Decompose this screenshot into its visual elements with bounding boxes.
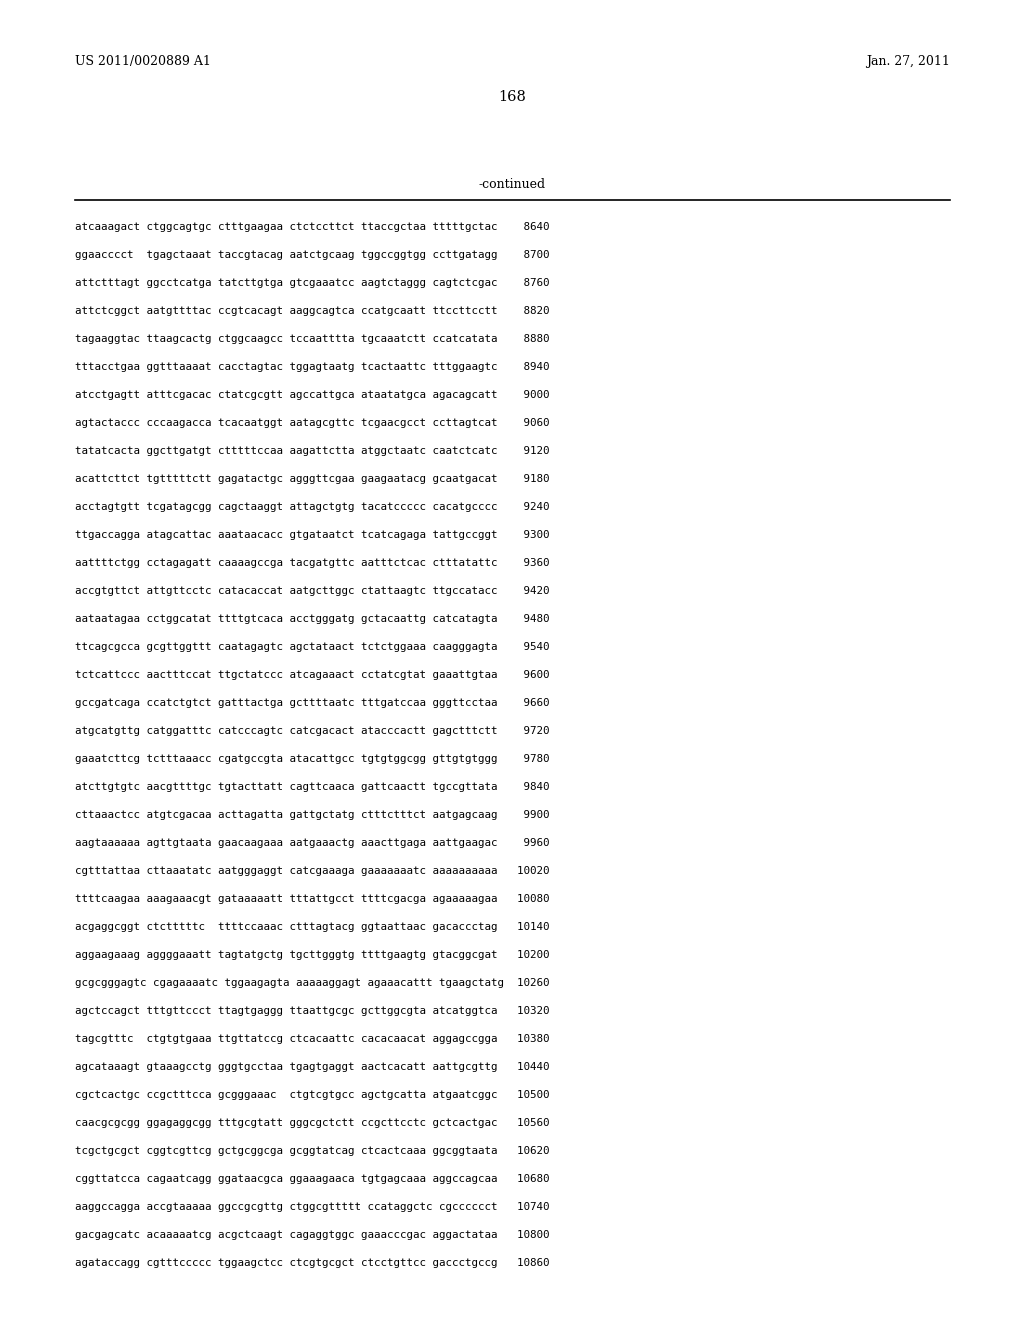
Text: gcgcgggagtc cgagaaaatc tggaagagta aaaaaggagt agaaacattt tgaagctatg  10260: gcgcgggagtc cgagaaaatc tggaagagta aaaaag… bbox=[75, 978, 550, 987]
Text: -continued: -continued bbox=[478, 178, 546, 191]
Text: aattttctgg cctagagatt caaaagccga tacgatgttc aatttctcac ctttatattc    9360: aattttctgg cctagagatt caaaagccga tacgatg… bbox=[75, 558, 550, 568]
Text: atcaaagact ctggcagtgc ctttgaagaa ctctccttct ttaccgctaa tttttgctac    8640: atcaaagact ctggcagtgc ctttgaagaa ctctcct… bbox=[75, 222, 550, 232]
Text: accgtgttct attgttcctc catacaccat aatgcttggc ctattaagtc ttgccatacc    9420: accgtgttct attgttcctc catacaccat aatgctt… bbox=[75, 586, 550, 597]
Text: 168: 168 bbox=[498, 90, 526, 104]
Text: US 2011/0020889 A1: US 2011/0020889 A1 bbox=[75, 55, 211, 69]
Text: aagtaaaaaa agttgtaata gaacaagaaa aatgaaactg aaacttgaga aattgaagac    9960: aagtaaaaaa agttgtaata gaacaagaaa aatgaaa… bbox=[75, 838, 550, 847]
Text: agcataaagt gtaaagcctg gggtgcctaa tgagtgaggt aactcacatt aattgcgttg   10440: agcataaagt gtaaagcctg gggtgcctaa tgagtga… bbox=[75, 1063, 550, 1072]
Text: agtactaccc cccaagacca tcacaatggt aatagcgttc tcgaacgcct ccttagtcat    9060: agtactaccc cccaagacca tcacaatggt aatagcg… bbox=[75, 418, 550, 428]
Text: attctcggct aatgttttac ccgtcacagt aaggcagtca ccatgcaatt ttccttcctt    8820: attctcggct aatgttttac ccgtcacagt aaggcag… bbox=[75, 306, 550, 315]
Text: atcctgagtt atttcgacac ctatcgcgtt agccattgca ataatatgca agacagcatt    9000: atcctgagtt atttcgacac ctatcgcgtt agccatt… bbox=[75, 389, 550, 400]
Text: caacgcgcgg ggagaggcgg tttgcgtatt gggcgctctt ccgcttcctc gctcactgac   10560: caacgcgcgg ggagaggcgg tttgcgtatt gggcgct… bbox=[75, 1118, 550, 1129]
Text: cggttatcca cagaatcagg ggataacgca ggaaagaaca tgtgagcaaa aggccagcaa   10680: cggttatcca cagaatcagg ggataacgca ggaaaga… bbox=[75, 1173, 550, 1184]
Text: gccgatcaga ccatctgtct gatttactga gcttttaatc tttgatccaa gggttcctaa    9660: gccgatcaga ccatctgtct gatttactga gctttta… bbox=[75, 698, 550, 708]
Text: ttttcaagaa aaagaaacgt gataaaaatt tttattgcct ttttcgacga agaaaaagaa   10080: ttttcaagaa aaagaaacgt gataaaaatt tttattg… bbox=[75, 894, 550, 904]
Text: gacgagcatc acaaaaatcg acgctcaagt cagaggtggc gaaacccgac aggactataa   10800: gacgagcatc acaaaaatcg acgctcaagt cagaggt… bbox=[75, 1230, 550, 1239]
Text: acattcttct tgtttttctt gagatactgc agggttcgaa gaagaatacg gcaatgacat    9180: acattcttct tgtttttctt gagatactgc agggttc… bbox=[75, 474, 550, 484]
Text: ttcagcgcca gcgttggttt caatagagtc agctataact tctctggaaa caagggagta    9540: ttcagcgcca gcgttggttt caatagagtc agctata… bbox=[75, 642, 550, 652]
Text: tatatcacta ggcttgatgt ctttttccaa aagattctta atggctaatc caatctcatc    9120: tatatcacta ggcttgatgt ctttttccaa aagattc… bbox=[75, 446, 550, 455]
Text: atcttgtgtc aacgttttgc tgtacttatt cagttcaaca gattcaactt tgccgttata    9840: atcttgtgtc aacgttttgc tgtacttatt cagttca… bbox=[75, 781, 550, 792]
Text: acgaggcggt ctctttttc  ttttccaaac ctttagtacg ggtaattaac gacaccctag   10140: acgaggcggt ctctttttc ttttccaaac ctttagta… bbox=[75, 921, 550, 932]
Text: cgtttattaa cttaaatatc aatgggaggt catcgaaaga gaaaaaaatc aaaaaaaaaa   10020: cgtttattaa cttaaatatc aatgggaggt catcgaa… bbox=[75, 866, 550, 876]
Text: attctttagt ggcctcatga tatcttgtga gtcgaaatcc aagtctaggg cagtctcgac    8760: attctttagt ggcctcatga tatcttgtga gtcgaaa… bbox=[75, 279, 550, 288]
Text: aggaagaaag aggggaaatt tagtatgctg tgcttgggtg ttttgaagtg gtacggcgat   10200: aggaagaaag aggggaaatt tagtatgctg tgcttgg… bbox=[75, 950, 550, 960]
Text: aataatagaa cctggcatat ttttgtcaca acctgggatg gctacaattg catcatagta    9480: aataatagaa cctggcatat ttttgtcaca acctggg… bbox=[75, 614, 550, 624]
Text: agataccagg cgtttccccc tggaagctcc ctcgtgcgct ctcctgttcc gaccctgccg   10860: agataccagg cgtttccccc tggaagctcc ctcgtgc… bbox=[75, 1258, 550, 1269]
Text: ttgaccagga atagcattac aaataacacc gtgataatct tcatcagaga tattgccggt    9300: ttgaccagga atagcattac aaataacacc gtgataa… bbox=[75, 531, 550, 540]
Text: acctagtgtt tcgatagcgg cagctaaggt attagctgtg tacatccccc cacatgcccc    9240: acctagtgtt tcgatagcgg cagctaaggt attagct… bbox=[75, 502, 550, 512]
Text: atgcatgttg catggatttc catcccagtc catcgacact atacccactt gagctttctt    9720: atgcatgttg catggatttc catcccagtc catcgac… bbox=[75, 726, 550, 737]
Text: Jan. 27, 2011: Jan. 27, 2011 bbox=[866, 55, 950, 69]
Text: ggaacccct  tgagctaaat taccgtacag aatctgcaag tggccggtgg ccttgatagg    8700: ggaacccct tgagctaaat taccgtacag aatctgca… bbox=[75, 249, 550, 260]
Text: cgctcactgc ccgctttcca gcgggaaac  ctgtcgtgcc agctgcatta atgaatcggc   10500: cgctcactgc ccgctttcca gcgggaaac ctgtcgtg… bbox=[75, 1090, 550, 1100]
Text: tagaaggtac ttaagcactg ctggcaagcc tccaatttta tgcaaatctt ccatcatata    8880: tagaaggtac ttaagcactg ctggcaagcc tccaatt… bbox=[75, 334, 550, 345]
Text: cttaaactcc atgtcgacaa acttagatta gattgctatg ctttctttct aatgagcaag    9900: cttaaactcc atgtcgacaa acttagatta gattgct… bbox=[75, 810, 550, 820]
Text: tctcattccc aactttccat ttgctatccc atcagaaact cctatcgtat gaaattgtaa    9600: tctcattccc aactttccat ttgctatccc atcagaa… bbox=[75, 671, 550, 680]
Text: tttacctgaa ggtttaaaat cacctagtac tggagtaatg tcactaattc tttggaagtc    8940: tttacctgaa ggtttaaaat cacctagtac tggagta… bbox=[75, 362, 550, 372]
Text: gaaatcttcg tctttaaacc cgatgccgta atacattgcc tgtgtggcgg gttgtgtggg    9780: gaaatcttcg tctttaaacc cgatgccgta atacatt… bbox=[75, 754, 550, 764]
Text: tcgctgcgct cggtcgttcg gctgcggcga gcggtatcag ctcactcaaa ggcggtaata   10620: tcgctgcgct cggtcgttcg gctgcggcga gcggtat… bbox=[75, 1146, 550, 1156]
Text: tagcgtttc  ctgtgtgaaa ttgttatccg ctcacaattc cacacaacat aggagccgga   10380: tagcgtttc ctgtgtgaaa ttgttatccg ctcacaat… bbox=[75, 1034, 550, 1044]
Text: agctccagct tttgttccct ttagtgaggg ttaattgcgc gcttggcgta atcatggtca   10320: agctccagct tttgttccct ttagtgaggg ttaattg… bbox=[75, 1006, 550, 1016]
Text: aaggccagga accgtaaaaa ggccgcgttg ctggcgttttt ccataggctc cgcccccct   10740: aaggccagga accgtaaaaa ggccgcgttg ctggcgt… bbox=[75, 1203, 550, 1212]
